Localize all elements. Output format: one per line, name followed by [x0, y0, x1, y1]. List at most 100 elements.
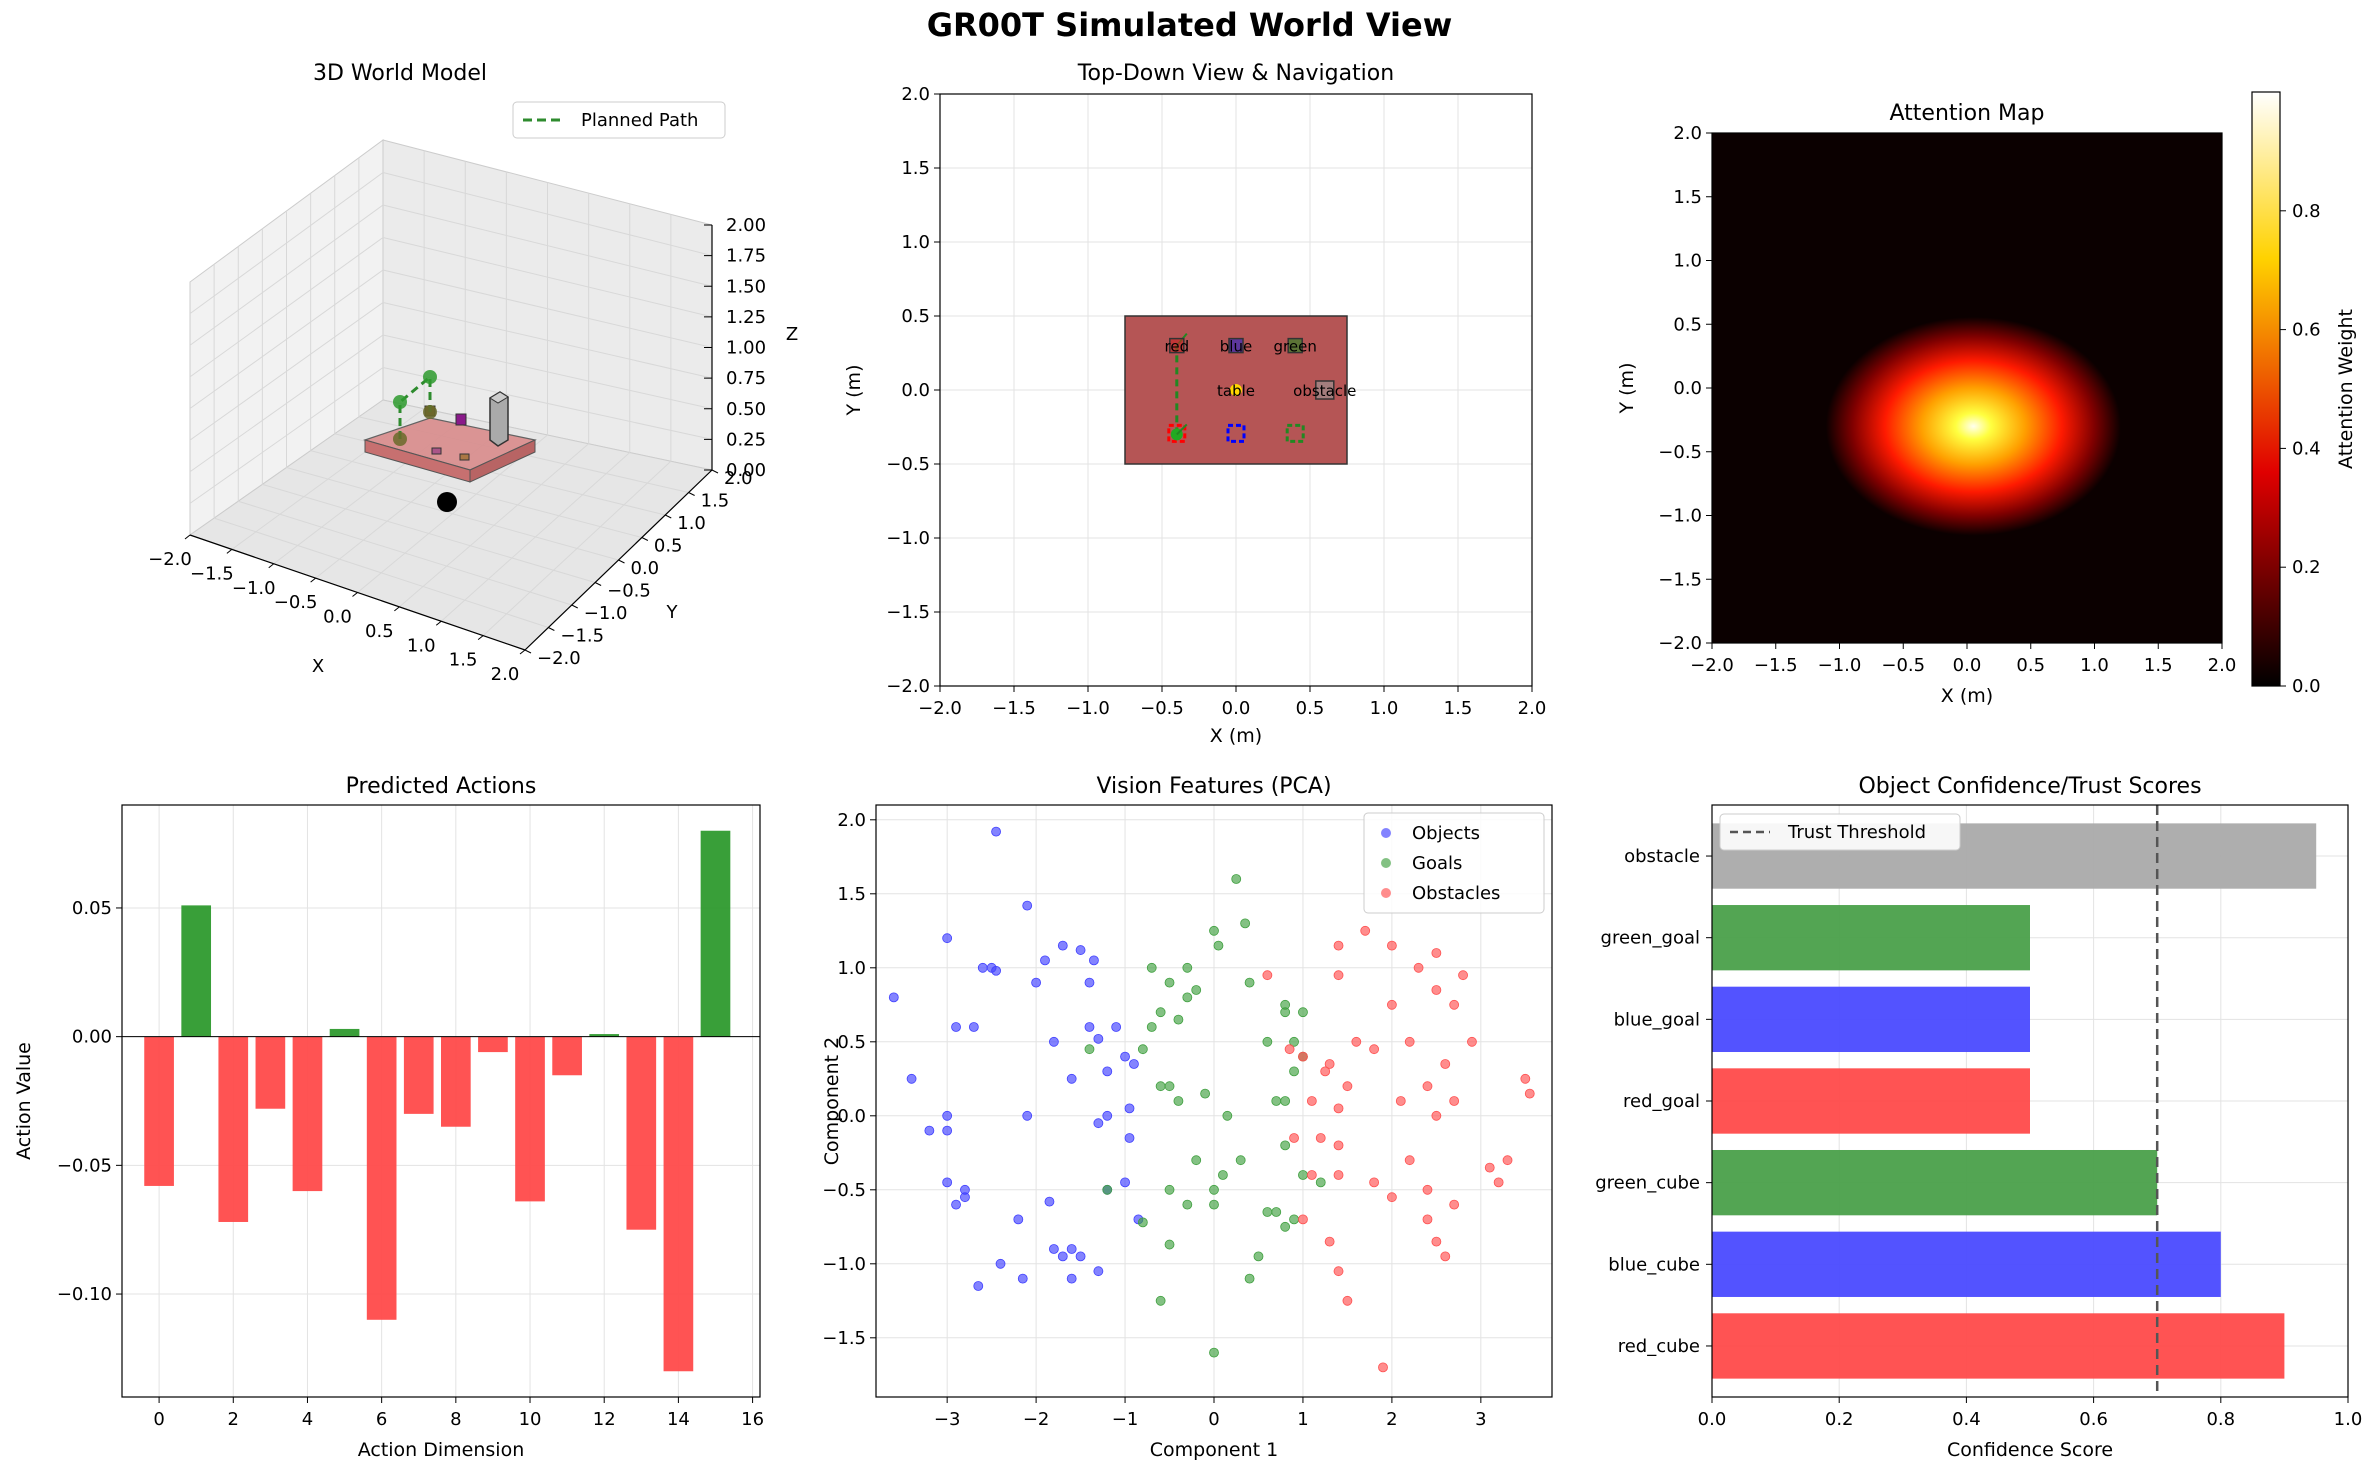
grid-line — [189, 367, 384, 504]
grid-line — [189, 269, 384, 409]
scatter-point-goals — [1182, 1199, 1193, 1210]
scatter-point-goals — [1289, 1036, 1299, 1047]
colorbar-tick-label: 0.4 — [2292, 438, 2321, 459]
colorbar — [2251, 91, 2281, 687]
z-tick-label: 1.75 — [726, 246, 766, 267]
x-tick-label: 1.5 — [1444, 698, 1473, 719]
y-tick-label: −1.0 — [822, 1254, 866, 1275]
y-tick-label: 0.5 — [1673, 314, 1702, 335]
scatter-point-goals — [1191, 1155, 1202, 1166]
y-tick-label: 0.0 — [1673, 378, 1702, 399]
scatter-point-objects — [1093, 1033, 1104, 1044]
scatter-point-obstacles — [1413, 962, 1424, 973]
scatter-point-obstacles — [1404, 1155, 1415, 1166]
scatter-point-obstacles — [1386, 1192, 1397, 1203]
scatter-point-obstacles — [1333, 1266, 1344, 1277]
scatter-point-objects — [995, 1258, 1006, 1269]
scatter-point-objects — [942, 1125, 953, 1136]
scatter-point-goals — [1235, 1155, 1246, 1166]
scatter-point-objects — [977, 962, 988, 973]
x-axis-label: Action Dimension — [358, 1439, 525, 1461]
x-axis-label: X — [312, 656, 324, 677]
y-axis-label: Y (m) — [1616, 363, 1638, 415]
z-tick-label: 2.00 — [726, 215, 766, 236]
y-tick-label: blue_goal — [1614, 1009, 1700, 1030]
y-tick-label: −0.05 — [57, 1155, 112, 1176]
x-tick-label: 2.0 — [1518, 698, 1547, 719]
x-tick-label: 1.0 — [2080, 655, 2109, 676]
scatter-point-obstacles — [1298, 1214, 1308, 1225]
grid-line — [382, 367, 713, 440]
action-bar — [515, 1036, 545, 1202]
scatter-point-goals — [1164, 977, 1175, 988]
x-tick-label: 1.0 — [2334, 1409, 2363, 1430]
scatter-point-objects — [991, 826, 1001, 837]
y-tick — [665, 514, 672, 519]
object-marker — [1315, 380, 1335, 400]
scatter-point-goals — [1182, 992, 1193, 1003]
legend-marker — [1381, 888, 1391, 898]
scatter-point-goals — [1102, 1184, 1113, 1195]
scatter-point-goals — [1173, 1096, 1184, 1106]
scatter-point-goals — [1209, 925, 1219, 936]
scatter-point-objects — [1102, 1066, 1113, 1077]
scatter-point-objects — [1093, 1266, 1104, 1277]
x-tick-label: 12 — [593, 1409, 616, 1430]
legend-label: Planned Path — [581, 110, 698, 131]
scatter-point-objects — [1066, 1273, 1077, 1284]
z-axis-label: Z — [786, 324, 798, 345]
scatter-point-objects — [942, 1110, 953, 1121]
x-tick-label: 1.5 — [2144, 655, 2173, 676]
scatter-point-goals — [1244, 1273, 1255, 1284]
colorbar-tick-label: 0.2 — [2292, 557, 2321, 578]
x-tick-label: 0.2 — [1825, 1409, 1854, 1430]
scatter-point-objects — [951, 1022, 961, 1032]
action-bar — [552, 1036, 582, 1076]
x-tick-label: 0.0 — [1222, 698, 1251, 719]
scatter-point-obstacles — [1431, 1236, 1442, 1247]
y-axis-label: Y — [666, 602, 679, 623]
scatter-point-goals — [1209, 1347, 1219, 1358]
goal-marker — [1226, 423, 1246, 443]
x-tick-label: 0.6 — [2079, 1409, 2108, 1430]
scatter-point-obstacles — [1431, 1110, 1442, 1121]
scatter-point-goals — [1209, 1184, 1219, 1195]
y-tick-label: 1.0 — [901, 232, 930, 253]
x-tick-label: 1 — [1297, 1409, 1308, 1430]
confidence-bar — [1712, 1068, 2030, 1134]
scatter-point-goals — [1271, 1096, 1282, 1106]
scatter-point-obstacles — [1324, 1059, 1335, 1069]
scatter-point-objects — [991, 965, 1001, 976]
scatter-point-obstacles — [1493, 1177, 1504, 1188]
scatter-point-obstacles — [1369, 1177, 1380, 1188]
panel-title: Object Confidence/Trust Scores — [1858, 774, 2201, 799]
panel-title: Attention Map — [1890, 101, 2045, 126]
x-tick-label: −2 — [1023, 1409, 1050, 1430]
action-bar — [218, 1036, 249, 1222]
scatter-point-obstacles — [1458, 970, 1468, 981]
scatter-point-goals — [1146, 1022, 1157, 1032]
x-tick-label: 1.5 — [449, 650, 478, 671]
x-tick-label: 0.5 — [2016, 655, 2045, 676]
y-tick-label: 1.5 — [701, 491, 730, 512]
colorbar-tick-label: 0.0 — [2292, 676, 2321, 697]
y-tick-label: −0.5 — [1658, 442, 1702, 463]
scatter-point-obstacles — [1440, 1059, 1451, 1069]
action-bar — [589, 1034, 620, 1037]
action-bar — [663, 1036, 694, 1372]
obstacle-top — [489, 391, 509, 404]
action-bar — [441, 1036, 471, 1127]
x-axis-label: X (m) — [1210, 725, 1262, 747]
scatter-point-goals — [1262, 1036, 1273, 1047]
y-tick-label: 0.0 — [631, 558, 660, 579]
x-tick-label: −1.0 — [232, 578, 276, 599]
y-tick-label: −1.5 — [886, 602, 930, 623]
y-axis-label: Y (m) — [843, 365, 865, 417]
scatter-point-objects — [1048, 1244, 1059, 1254]
scatter-point-obstacles — [1422, 1081, 1433, 1092]
x-tick-label: −2.0 — [918, 698, 962, 719]
scatter-point-goals — [1231, 874, 1242, 884]
x-tick-label: 10 — [519, 1409, 542, 1430]
legend-marker — [1381, 828, 1391, 838]
scatter-point-obstacles — [1333, 940, 1344, 951]
